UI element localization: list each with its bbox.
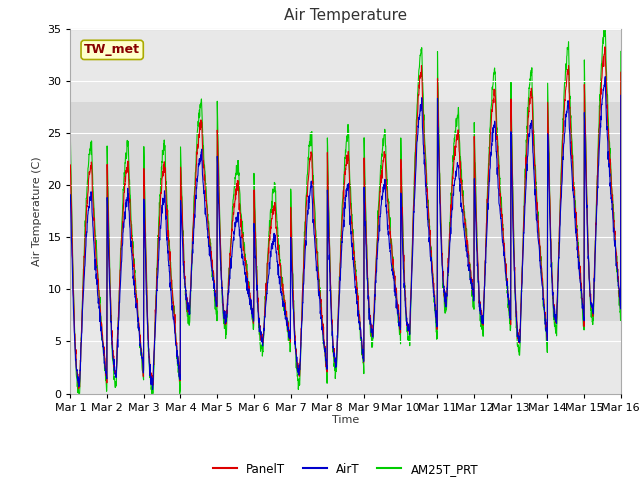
Title: Air Temperature: Air Temperature <box>284 9 407 24</box>
Bar <box>70 102 621 321</box>
Y-axis label: Air Temperature (C): Air Temperature (C) <box>32 156 42 266</box>
Legend: PanelT, AirT, AM25T_PRT: PanelT, AirT, AM25T_PRT <box>209 458 483 480</box>
X-axis label: Time: Time <box>332 415 359 425</box>
Text: TW_met: TW_met <box>84 43 140 56</box>
